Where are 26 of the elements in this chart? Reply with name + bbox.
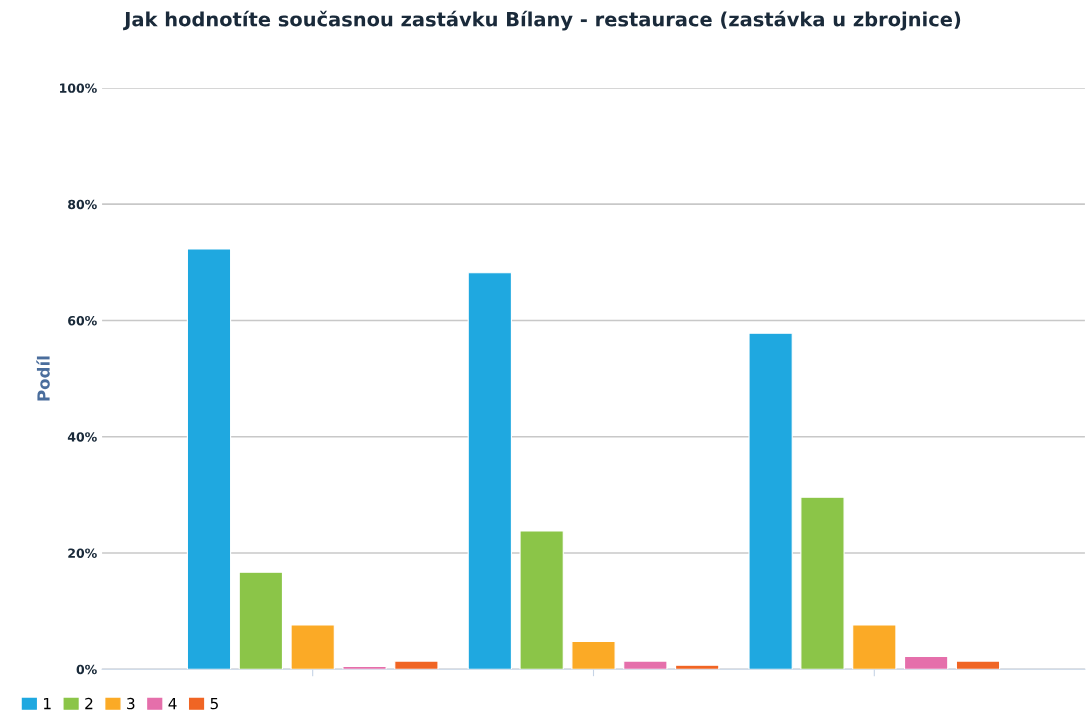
y-axis-title: Podíl [36, 356, 50, 401]
bar [903, 655, 949, 670]
bar [748, 332, 793, 670]
bar [852, 624, 897, 670]
bar [290, 624, 335, 670]
bar [571, 640, 616, 670]
y-tick-label: 20% [68, 548, 97, 558]
bar [955, 660, 1001, 670]
chart-title: Jak hodnotíte současnou zastávku Bílany - restaurace (zastávka u zbrojnice) [123, 10, 961, 31]
bar [623, 660, 668, 670]
y-tick-label: 80% [68, 199, 97, 210]
bar [186, 248, 232, 670]
legend-label: 2 [85, 697, 93, 710]
legend-label: 1 [44, 697, 51, 710]
bar [519, 530, 564, 670]
y-tick-label: 100% [60, 83, 97, 93]
legend-label: 3 [127, 697, 135, 710]
bar [467, 272, 512, 670]
bar [800, 496, 845, 670]
bar [238, 571, 284, 670]
y-tick-label: 0% [76, 664, 97, 675]
bar [394, 660, 439, 670]
y-tick-label: 60% [68, 315, 97, 326]
legend-label: 4 [168, 697, 177, 710]
y-tick-label: 40% [67, 432, 97, 442]
legend-label: 5 [210, 697, 218, 710]
